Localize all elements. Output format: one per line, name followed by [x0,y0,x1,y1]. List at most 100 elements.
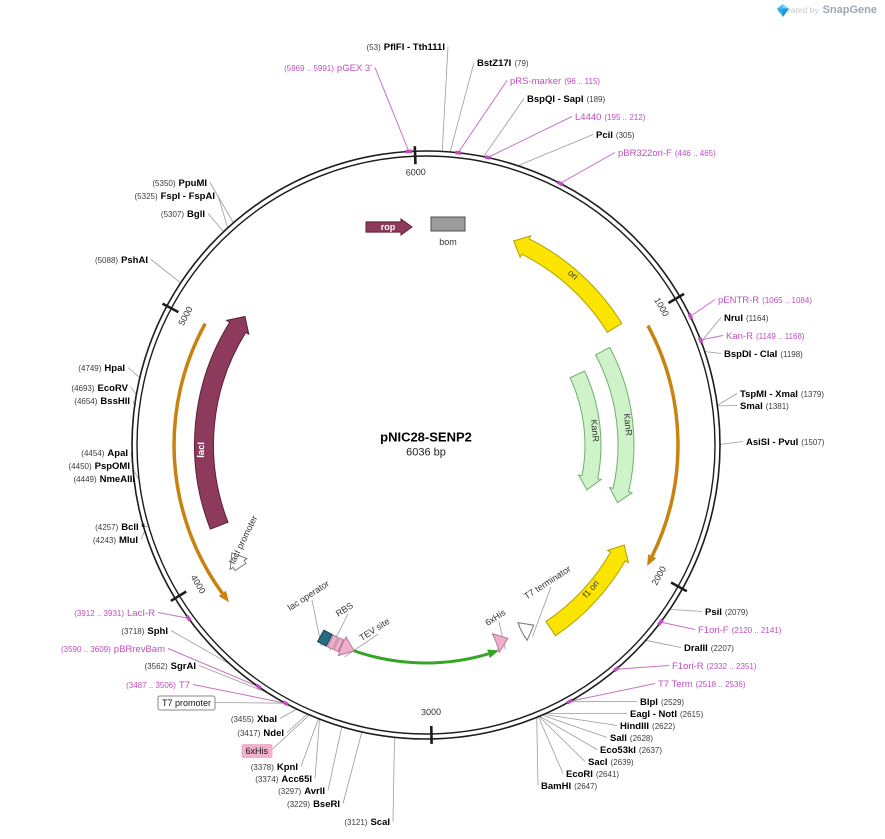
site-label-f1ori-f[interactable]: F1ori-F (2120 .. 2141) [698,625,782,636]
site-label-bamhi[interactable]: BamHI (2647) [541,781,598,792]
site-label-bspdi-clai[interactable]: BspDI - ClaI (1198) [724,349,803,360]
feature-ori[interactable] [513,234,623,333]
primer-mark-prs-marker [455,150,462,155]
site-label-pgex-3[interactable]: (5969 .. 5991) pGEX 3' [284,63,372,74]
feature-rop[interactable] [365,218,413,236]
feature-backbone-left[interactable] [172,322,224,595]
feature-backbone-right-arrowhead [647,554,657,566]
site-label-ecori[interactable]: EcoRI (2641) [566,769,619,780]
callout-line-ndei [286,713,308,733]
site-label-ppumi[interactable]: (5350) PpuMI [152,178,207,189]
site-label-smai[interactable]: SmaI (1381) [740,401,789,412]
site-label-kan-r[interactable]: Kan-R (1149 .. 1168) [726,331,805,342]
site-label-hindiii[interactable]: HindIII (2622) [620,721,675,732]
feature-label-kanr[interactable]: KanR [589,419,601,443]
tick-5000 [161,302,179,314]
site-label-mlui[interactable]: (4243) MluI [93,535,138,546]
callout-line-hpai [127,367,141,379]
site-label-tspmi-xmai[interactable]: TspMI - XmaI (1379) [740,389,824,400]
feature-label-lac-operator[interactable]: lac operator [286,578,331,612]
callout-line-pflfi-tth111i [441,46,449,152]
site-label-avrii[interactable]: (3297) AvrII [278,786,325,797]
feature-label-6xhis[interactable]: 6xHis [483,607,508,628]
primer-mark-pbr322ori-f [556,180,564,187]
feature-laci[interactable] [194,315,250,530]
site-label-bcli[interactable]: (4257) BclI * [95,522,145,533]
site-label-bgli[interactable]: (5307) BglI [161,209,205,220]
site-label-laci-r[interactable]: (3912 .. 3931) LacI-R [74,608,155,619]
feature-backbone-right[interactable] [646,324,680,557]
site-label-nmeaiii[interactable]: (4449) NmeAIII [74,474,136,485]
site-label-ndei[interactable]: (3417) NdeI [237,728,284,739]
site-label-saci[interactable]: SacI (2639) [588,757,634,768]
site-label-eagi-noti[interactable]: EagI - NotI (2615) [630,709,703,720]
site-label-kpni[interactable]: (3378) KpnI [251,762,298,773]
site-label-psii[interactable]: PsiI (2079) [705,607,748,618]
feature-label-rbs[interactable]: RBS [334,600,355,618]
site-label-apai[interactable]: (4454) ApaI [81,448,128,459]
site-label-blpi[interactable]: BlpI (2529) [640,697,684,708]
feature-t7-terminator[interactable] [517,621,535,642]
feature-f1-ori[interactable] [545,544,630,637]
site-label-hpai[interactable]: (4749) HpaI [78,363,125,374]
site-label-pbrrevbam[interactable]: (3590 .. 3609) pBRrevBam [61,644,165,655]
site-label-t7-promoter[interactable]: T7 promoter [162,698,211,708]
feature-rbs[interactable] [326,634,339,650]
site-label-pspomi[interactable]: (4450) PspOMI [69,461,131,472]
site-label-bseri[interactable]: (3229) BseRI [287,799,340,810]
callout-line-eco53ki [539,715,598,750]
site-label-sali[interactable]: SalI (2628) [610,733,653,744]
callout-line-pgex-3 [374,67,410,152]
site-label-nrui[interactable]: NruI (1164) [724,313,769,324]
feature-bom[interactable] [430,216,466,232]
site-label-sgrai[interactable]: (3562) SgrAI [145,661,196,672]
tick-label-5000: 5000 [176,305,194,327]
feature-label-rop[interactable]: rop [381,222,396,232]
callout-line-bgli [207,213,225,232]
feature-senp2-cds-arrowhead [487,649,499,659]
site-label-acc65i[interactable]: (3374) Acc65I [255,774,312,785]
site-label-bspqi-sapi[interactable]: BspQI - SapI (189) [527,94,605,105]
site-label-ecorv[interactable]: (4693) EcoRV [71,383,128,394]
feature-label-bom[interactable]: bom [439,237,457,247]
site-label-f1ori-r[interactable]: F1ori-R (2332 .. 2351) [672,661,757,672]
site-label-t7-term[interactable]: T7 Term (2518 .. 2536) [658,679,746,690]
callout-line-t7-term [569,683,656,702]
site-label-pcii[interactable]: PciI (305) [596,130,635,141]
feature-label-tev-site[interactable]: TEV site [357,616,391,643]
site-label-fspi-fspai[interactable]: (5325) FspI - FspAI [135,191,216,202]
feature-tev-site[interactable] [337,635,356,657]
site-label-bstz17i[interactable]: BstZ17I (79) [477,58,529,69]
feature-label-laci[interactable]: lacI [196,442,208,458]
feature-kanr-outer[interactable] [594,346,635,504]
feature-senp2-cds[interactable] [336,642,489,665]
site-label-pshai[interactable]: (5088) PshAI [95,255,148,266]
feature-lac-operator[interactable] [316,629,333,647]
site-label-sphi[interactable]: (3718) SphI [121,626,168,637]
site-label-t7[interactable]: (3487 .. 3506) T7 [126,680,190,691]
site-label-6xhis[interactable]: 6xHis [245,746,268,756]
site-label-asisi-pvui[interactable]: AsiSI - PvuI (1507) [746,437,825,448]
site-label-pbr322ori-f[interactable]: pBR322ori-F (446 .. 465) [618,148,716,159]
feature-label-ori[interactable]: ori [566,268,580,282]
site-label-pflfi-tth111i[interactable]: (53) PflFI - Tth111I [367,42,445,53]
site-label-eco53ki[interactable]: Eco53kI (2637) [600,745,662,756]
site-label-l4440[interactable]: L4440 (195 .. 212) [575,112,646,123]
primer-mark-pbrrevbam [255,683,263,690]
tick-label-6000: 6000 [406,167,426,178]
site-label-bsshii[interactable]: (4654) BssHII [74,396,130,407]
feature-kanr-inner[interactable] [569,370,603,491]
callout-line-pshai [150,259,181,284]
feature-label-kanr[interactable]: KanR [622,413,634,437]
feature-6xhis-c[interactable] [491,632,509,654]
site-label-prs-marker[interactable]: pRS-marker (96 .. 115) [510,76,600,87]
site-label-pentr-r[interactable]: pENTR-R (1065 .. 1084) [718,295,812,306]
site-label-draiii[interactable]: DraIII (2207) [684,643,734,654]
primer-mark-laci-r [185,614,192,622]
callout-line-prs-marker [457,80,508,154]
feature-6xhis-n[interactable] [333,637,344,653]
site-label-scai[interactable]: (3121) ScaI [344,817,390,828]
site-label-xbai[interactable]: (3455) XbaI [231,714,277,725]
feature-laci-promoter[interactable] [229,552,249,572]
